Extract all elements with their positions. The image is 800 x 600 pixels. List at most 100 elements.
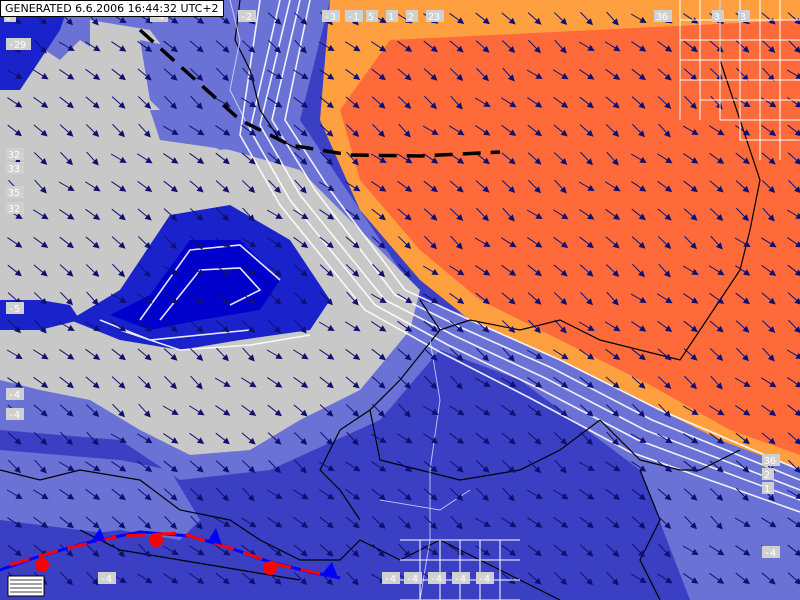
wind-arrow-icon <box>501 572 516 585</box>
wind-arrow-icon <box>59 96 74 109</box>
wind-arrow-icon <box>683 573 699 584</box>
wind-arrow-icon <box>630 433 647 444</box>
wind-arrow-icon <box>658 263 671 278</box>
wind-arrow-icon <box>398 543 411 558</box>
wind-arrow-icon <box>86 571 99 586</box>
wind-arrow-icon <box>709 348 724 362</box>
wind-arrow-icon <box>345 68 361 80</box>
wind-arrow-icon <box>190 375 203 390</box>
wind-arrow-icon <box>423 433 439 444</box>
wind-arrow-icon <box>579 124 594 137</box>
svg-text:1: 1 <box>388 12 394 23</box>
svg-text:-4: -4 <box>100 574 112 585</box>
wind-arrow-icon <box>345 376 360 389</box>
wind-arrow-icon <box>709 432 725 444</box>
wind-arrow-icon <box>60 151 74 166</box>
wind-arrow-icon <box>59 209 75 220</box>
wind-arrow-icon <box>7 517 23 528</box>
wind-arrow-icon <box>500 237 517 248</box>
wind-arrow-icon <box>736 207 750 222</box>
wind-arrow-icon <box>7 264 22 277</box>
wind-arrow-icon <box>7 544 22 557</box>
wind-arrow-icon <box>397 208 412 221</box>
top-label-8: 2 <box>406 10 418 23</box>
wind-arrow-icon <box>371 321 387 332</box>
wind-arrow-icon <box>761 292 776 305</box>
wind-arrow-icon <box>631 461 647 472</box>
wind-arrow-icon <box>267 432 282 445</box>
wind-arrow-icon <box>371 348 386 361</box>
wind-arrow-icon <box>398 403 411 418</box>
svg-text:33: 33 <box>8 164 20 175</box>
wind-arrow-icon <box>397 236 412 250</box>
wind-arrow-icon <box>500 517 517 528</box>
wind-arrow-icon <box>553 376 569 388</box>
wind-arrow-icon <box>137 348 152 361</box>
wind-arrow-icon <box>345 264 360 278</box>
wind-arrow-icon <box>110 153 127 164</box>
wind-arrow-icon <box>8 319 22 334</box>
wind-arrow-icon <box>110 293 127 304</box>
wind-arrow-icon <box>397 516 412 530</box>
wind-arrow-icon <box>319 516 334 529</box>
wind-arrow-icon <box>474 97 491 108</box>
wind-arrow-icon <box>761 152 776 165</box>
wind-arrow-icon <box>163 68 178 81</box>
wind-arrow-icon <box>553 12 568 26</box>
wind-arrow-icon <box>241 40 256 54</box>
wind-arrow-icon <box>474 377 491 388</box>
wind-arrow-icon <box>604 321 621 332</box>
wind-arrow-icon <box>137 40 153 52</box>
wind-arrow-icon <box>526 489 543 500</box>
wind-arrow-icon <box>215 152 230 165</box>
wind-arrow-icon <box>397 40 413 52</box>
wind-arrow-icon <box>502 207 515 222</box>
wind-arrow-icon <box>136 573 153 584</box>
label-grid-bottom <box>400 539 520 600</box>
wind-arrow-icon <box>241 264 257 276</box>
wind-arrow-icon <box>527 12 542 25</box>
wind-arrow-icon <box>424 375 438 390</box>
wind-arrow-icon <box>215 180 230 193</box>
wind-arrow-icon <box>605 488 621 500</box>
wind-arrow-icon <box>320 151 334 166</box>
left-label-4: 35 <box>6 186 24 199</box>
wind-arrow-icon <box>761 432 776 445</box>
wind-arrow-icon <box>268 459 282 474</box>
bottom-label-6: -4 <box>476 572 494 585</box>
wind-arrow-icon <box>293 572 308 586</box>
wind-arrow-icon <box>34 459 47 474</box>
wind-arrow-icon <box>632 123 646 138</box>
wind-arrow-icon <box>605 348 621 360</box>
wind-arrow-icon <box>656 153 673 164</box>
wind-arrow-icon <box>606 291 619 306</box>
wind-arrow-icon <box>553 432 568 446</box>
wind-arrow-icon <box>734 97 751 108</box>
wind-arrow-icon <box>501 292 516 305</box>
wind-arrow-icon <box>7 237 23 248</box>
wind-arrow-icon <box>268 39 282 54</box>
wind-arrow-icon <box>112 263 126 278</box>
wind-arrow-icon <box>579 96 594 109</box>
wind-arrow-icon <box>579 516 594 529</box>
wind-arrow-icon <box>736 347 750 362</box>
wind-arrow-icon <box>630 13 647 24</box>
wind-arrow-icon <box>60 431 74 446</box>
wind-arrow-icon <box>786 349 800 360</box>
wind-arrow-icon <box>162 125 179 136</box>
wind-arrow-icon <box>111 208 126 221</box>
wind-arrow-icon <box>787 97 800 108</box>
wind-arrow-icon <box>553 124 568 137</box>
wind-arrow-icon <box>370 153 387 164</box>
wind-arrow-icon <box>423 293 439 304</box>
wind-arrow-icon <box>242 347 255 362</box>
wind-arrow-icon <box>630 153 647 164</box>
wind-arrow-icon <box>579 69 595 80</box>
wind-arrow-icon <box>448 405 465 416</box>
wind-arrow-icon <box>736 487 750 502</box>
wind-arrow-icon <box>59 264 74 277</box>
wind-arrow-icon <box>580 571 594 586</box>
wind-arrow-icon <box>656 433 673 444</box>
wind-arrow-icon <box>527 517 543 528</box>
